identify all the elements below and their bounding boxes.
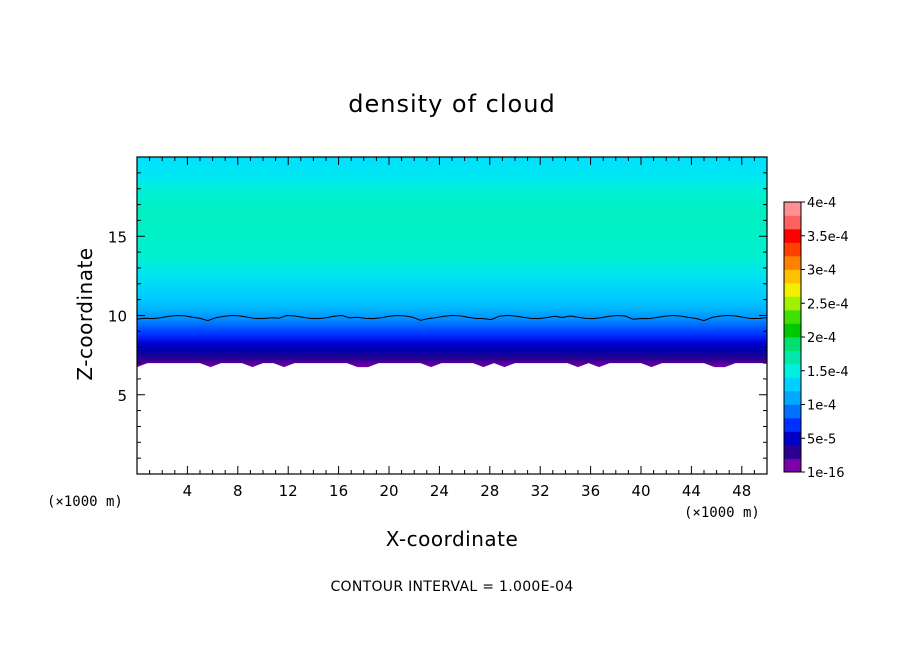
x-tick-label: 24 <box>430 482 449 500</box>
colorbar-segment <box>784 323 801 338</box>
colorbar-segment <box>784 296 801 311</box>
x-tick-label: 36 <box>581 482 600 500</box>
colorbar-segment <box>784 445 801 459</box>
x-tick-label: 28 <box>480 482 499 500</box>
cloud-density-field <box>137 157 767 368</box>
contour-line <box>136 314 768 322</box>
colorbar-segment <box>784 377 801 392</box>
x-axis-label: X-coordinate <box>386 527 519 551</box>
x-tick-label: 8 <box>233 482 243 500</box>
x-tick-label: 40 <box>631 482 650 500</box>
colorbar-label: 4e-4 <box>807 196 836 211</box>
colorbar-segment <box>784 337 801 351</box>
colorbar-segment <box>784 242 801 257</box>
plot-area <box>136 156 768 475</box>
colorbar-segment <box>784 418 801 432</box>
colorbar-label: 1e-4 <box>807 399 836 414</box>
x-tick-label: 32 <box>531 482 550 500</box>
colorbar-segment <box>784 391 801 405</box>
colorbar-segment <box>784 404 801 419</box>
x-axis-unit-left: (×1000 m) <box>47 494 123 510</box>
colorbar-segment <box>784 256 801 270</box>
colorbar-segment <box>784 283 801 297</box>
colorbar-segment <box>784 310 801 324</box>
colorbar-label: 2.5e-4 <box>807 297 849 312</box>
contour-interval-note: CONTOUR INTERVAL = 1.000E-04 <box>330 579 573 595</box>
colorbar-segment <box>784 458 801 473</box>
colorbar-segment <box>784 364 801 378</box>
x-tick-label: 20 <box>379 482 398 500</box>
chart-title: density of cloud <box>348 90 555 118</box>
colorbar-label: 3e-4 <box>807 264 836 279</box>
colorbar-segment <box>784 350 801 365</box>
x-tick-label: 16 <box>329 482 348 500</box>
y-tick-label: 15 <box>108 228 127 246</box>
colorbar-segment <box>784 215 801 230</box>
colorbar-segment <box>784 229 801 243</box>
colorbar: 1e-16 5e-5 1e-4 1.5e-4 2e-4 2.5e-4 3e-4 3.5e-4 4… <box>783 196 849 481</box>
x-axis-unit-right: (×1000 m) <box>684 505 760 521</box>
y-axis: 5 10 15 <box>108 172 767 459</box>
colorbar-label: 2e-4 <box>807 331 836 346</box>
y-axis-label: Z-coordinate <box>73 247 97 380</box>
y-tick-label: 5 <box>117 387 127 405</box>
colorbar-segment <box>784 431 801 446</box>
colorbar-segment <box>784 202 801 216</box>
x-tick-label: 48 <box>732 482 751 500</box>
colorbar-label: 1.5e-4 <box>807 365 849 380</box>
x-tick-label: 44 <box>682 482 701 500</box>
colorbar-label: 3.5e-4 <box>807 230 849 245</box>
x-tick-label: 4 <box>183 482 193 500</box>
x-tick-label: 12 <box>279 482 298 500</box>
colorbar-segment <box>784 269 801 284</box>
x-axis: 4 8 12 16 20 24 28 32 36 40 44 48 <box>149 157 755 500</box>
colorbar-label: 1e-16 <box>807 466 845 481</box>
y-tick-label: 10 <box>108 308 127 326</box>
colorbar-label: 5e-5 <box>807 432 836 447</box>
